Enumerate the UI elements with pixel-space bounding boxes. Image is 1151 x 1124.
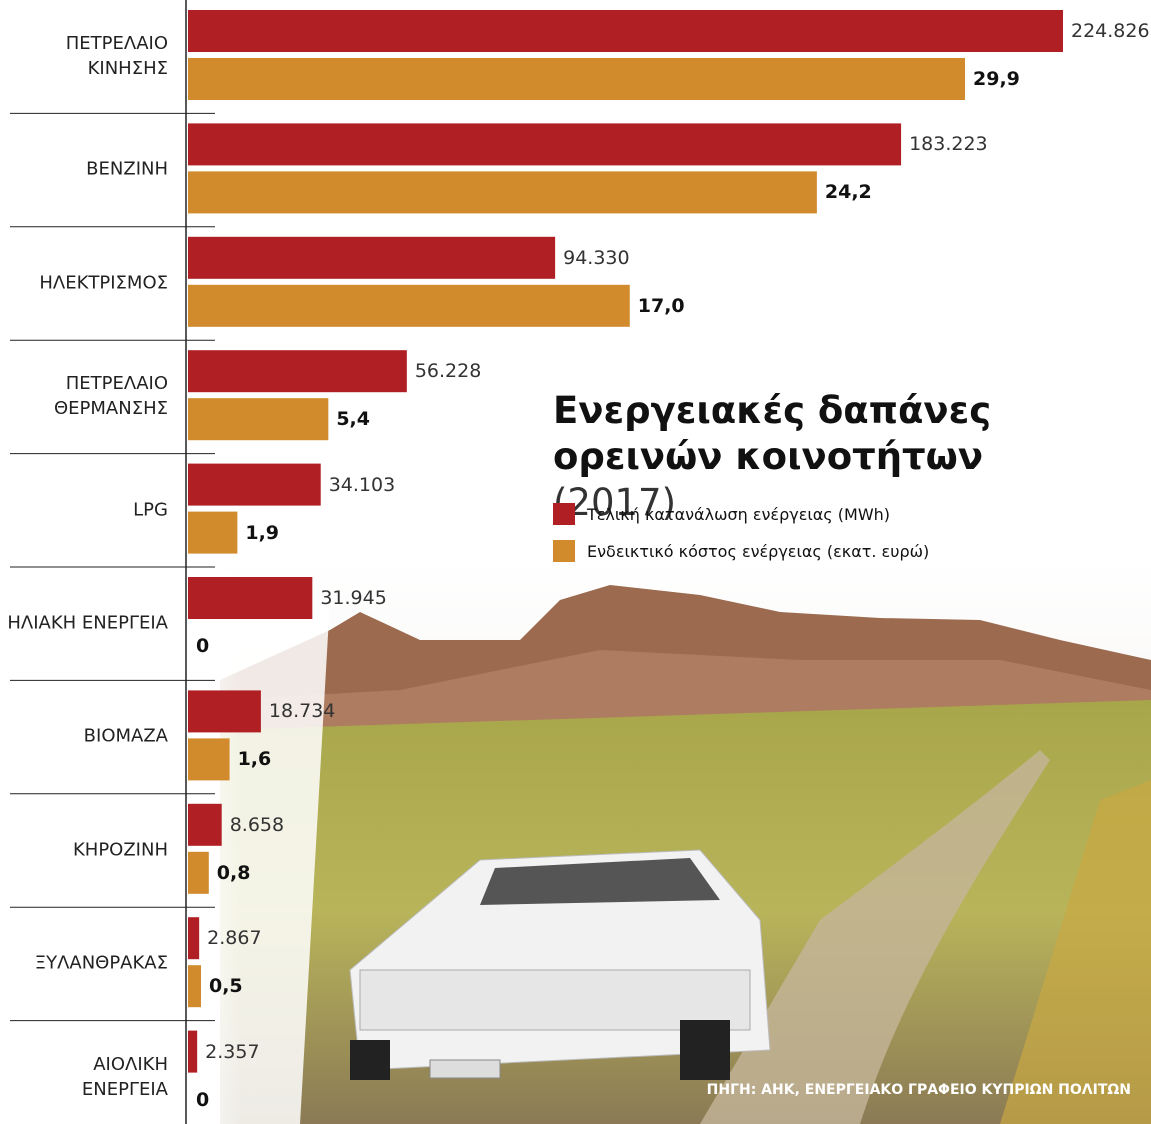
category-label: ΗΛΙΑΚΗ ΕΝΕΡΓΕΙΑ <box>3 611 168 636</box>
bar <box>188 512 237 554</box>
value-label: 29,9 <box>973 68 1020 90</box>
legend-item: Τελική κατανάλωση ενέργειας (MWh) <box>553 503 890 525</box>
value-label: 1,6 <box>238 748 272 770</box>
value-label: 5,4 <box>336 408 370 430</box>
title-text: Ενεργειακές δαπάνες ορεινών κοινοτήτων <box>553 389 991 478</box>
legend-label: Ενδεικτικό κόστος ενέργειας (εκατ. ευρώ) <box>587 542 929 561</box>
value-label: 8.658 <box>230 814 284 836</box>
bar <box>188 171 817 213</box>
bar <box>188 577 312 619</box>
bar <box>188 10 1063 52</box>
value-label: 34.103 <box>329 474 395 496</box>
bar <box>188 852 209 894</box>
bar <box>188 1031 197 1073</box>
legend-swatch <box>553 540 575 562</box>
bar <box>188 464 321 506</box>
category-label: ΒΙΟΜΑΖΑ <box>3 724 168 749</box>
bar <box>188 123 901 165</box>
category-label: ΠΕΤΡΕΛΑΙΟ ΘΕΡΜΑΝΣΗΣ <box>3 371 168 421</box>
source: ΠΗΓΗ: ΑΗΚ, ΕΝΕΡΓΕΙΑΚΟ ΓΡΑΦΕΙΟ ΚΥΠΡΙΩΝ ΠΟ… <box>707 1082 1131 1098</box>
category-label: LPG <box>3 497 168 522</box>
value-label: 31.945 <box>320 587 386 609</box>
chart: Ενεργειακές δαπάνες ορεινών κοινοτήτων (… <box>0 0 1151 1124</box>
value-label: 2.357 <box>205 1041 259 1063</box>
value-label: 0,5 <box>209 975 243 997</box>
value-label: 0,8 <box>217 862 251 884</box>
category-label: ΞΥΛΑΝΘΡΑΚΑΣ <box>3 951 168 976</box>
value-label: 183.223 <box>909 133 988 155</box>
value-label: 24,2 <box>825 181 872 203</box>
value-label: 1,9 <box>245 522 279 544</box>
legend-item: Ενδεικτικό κόστος ενέργειας (εκατ. ευρώ) <box>553 540 929 562</box>
value-label: 224.826 <box>1071 20 1150 42</box>
category-label: ΗΛΕΚΤΡΙΣΜΟΣ <box>3 270 168 295</box>
bar <box>188 237 555 279</box>
category-label: ΒΕΝΖΙΝΗ <box>3 157 168 182</box>
bar <box>188 965 201 1007</box>
category-label: ΑΙΟΛΙΚΗ ΕΝΕΡΓΕΙΑ <box>3 1052 168 1102</box>
legend-swatch <box>553 503 575 525</box>
bar <box>188 398 328 440</box>
bar <box>188 350 407 392</box>
category-label: ΚΗΡΟΖΙΝΗ <box>3 837 168 862</box>
bar <box>188 804 222 846</box>
category-label: ΠΕΤΡΕΛΑΙΟ ΚΙΝΗΣΗΣ <box>3 31 168 81</box>
value-label: 17,0 <box>638 295 685 317</box>
plot <box>0 0 1151 1124</box>
bar <box>188 690 261 732</box>
value-label: 0 <box>196 1089 209 1111</box>
bar <box>188 738 230 780</box>
bar <box>188 917 199 959</box>
value-label: 0 <box>196 635 209 657</box>
value-label: 18.734 <box>269 700 335 722</box>
bar <box>188 285 630 327</box>
value-label: 2.867 <box>207 927 261 949</box>
value-label: 94.330 <box>563 247 629 269</box>
value-label: 56.228 <box>415 360 481 382</box>
legend-label: Τελική κατανάλωση ενέργειας (MWh) <box>587 505 890 524</box>
bar <box>188 58 965 100</box>
